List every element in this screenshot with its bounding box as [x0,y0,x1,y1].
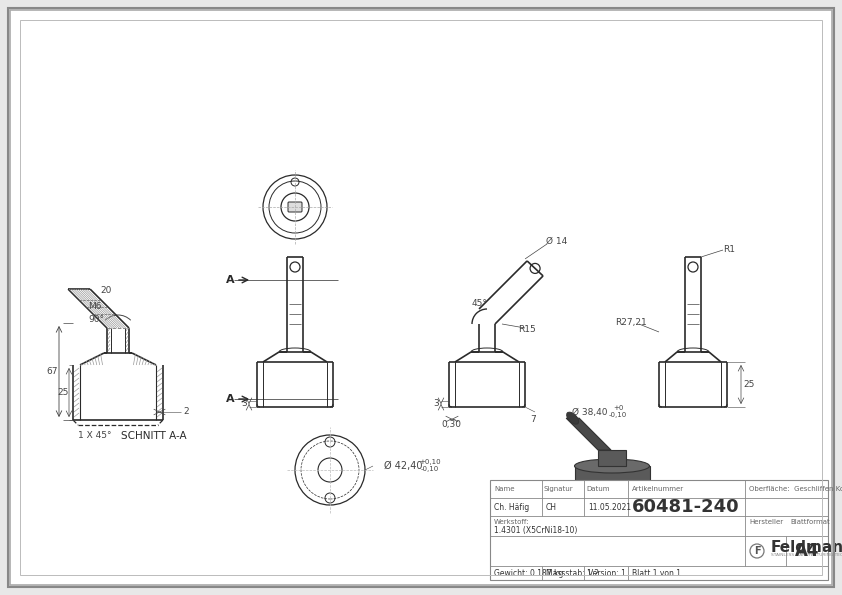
Text: F: F [754,546,760,556]
Ellipse shape [567,412,578,424]
Text: Hersteller: Hersteller [749,519,783,525]
Bar [490,480,828,580]
Text: A: A [226,275,234,285]
Text: 3: 3 [241,399,247,409]
Text: 20: 20 [100,286,111,295]
Bar [574,466,649,504]
Text: Version: 1: Version: 1 [588,568,626,578]
Text: Feldmann: Feldmann [771,540,842,556]
Text: R15: R15 [518,324,536,334]
Bar [598,450,626,466]
Text: +0: +0 [613,405,623,411]
Text: R27,21: R27,21 [616,318,647,327]
FancyBboxPatch shape [288,202,302,212]
Text: SCHNITT A-A: SCHNITT A-A [121,431,187,441]
Text: Gewicht: 0.187 kg: Gewicht: 0.187 kg [494,568,563,578]
Text: Blattformat: Blattformat [790,519,829,525]
Text: M6: M6 [88,302,101,311]
Text: 11.05.2021: 11.05.2021 [588,503,632,512]
Text: 2: 2 [183,408,189,416]
Text: 3: 3 [433,399,439,409]
Text: 1 X 45°: 1 X 45° [78,431,111,440]
Text: 60481-240: 60481-240 [632,498,739,516]
Text: Massstab: 1:2: Massstab: 1:2 [546,568,599,578]
Text: Ø 14: Ø 14 [546,236,568,245]
Text: -0,10: -0,10 [421,466,440,472]
Text: 1.4301 (X5CrNi18-10): 1.4301 (X5CrNi18-10) [494,525,578,534]
Text: Ø 38,40: Ø 38,40 [573,408,608,416]
Text: R1: R1 [723,245,735,253]
Text: -0,10: -0,10 [609,412,627,418]
Polygon shape [566,418,611,450]
Ellipse shape [574,459,649,473]
Text: 45°: 45° [471,299,487,308]
Text: Signatur: Signatur [544,486,573,492]
Text: 90°: 90° [88,315,104,324]
Text: Datum: Datum [586,486,610,492]
Text: Ø 42,40: Ø 42,40 [384,461,422,471]
Text: 67: 67 [46,367,58,376]
Text: A: A [226,394,234,404]
Text: Artikelnummer: Artikelnummer [632,486,684,492]
Text: Name: Name [494,486,514,492]
Text: 25: 25 [743,380,754,389]
Text: Oberfläche:  Geschliffen Korn 240: Oberfläche: Geschliffen Korn 240 [749,486,842,492]
Text: Werkstoff:: Werkstoff: [494,519,530,525]
Text: Ch. Häfig: Ch. Häfig [494,503,530,512]
Text: 25: 25 [57,388,69,397]
Text: +0,10: +0,10 [419,459,441,465]
Text: CH: CH [546,503,557,512]
Text: STAINLESS MANUFACTURING TECHNOLOGIES: STAINLESS MANUFACTURING TECHNOLOGIES [771,553,842,557]
Text: 0,30: 0,30 [441,421,461,430]
Ellipse shape [574,497,649,511]
Text: A4: A4 [795,542,819,560]
Text: 7: 7 [530,415,536,424]
Text: Blatt 1 von 1: Blatt 1 von 1 [632,568,681,578]
